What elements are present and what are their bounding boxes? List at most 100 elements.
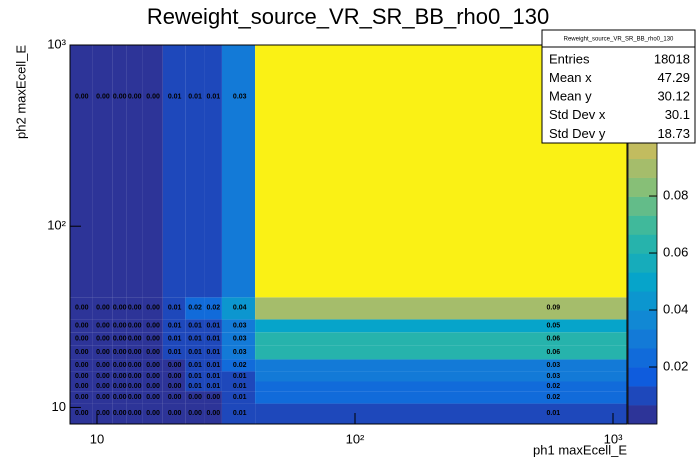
heatmap-cell	[142, 391, 163, 404]
cell-label: 0.00	[113, 349, 127, 356]
heatmap-cell	[162, 45, 186, 298]
heatmap-cell	[185, 391, 205, 404]
heatmap-cell	[185, 45, 205, 298]
heatmap-cell	[112, 371, 127, 382]
cell-label: 0.00	[128, 410, 142, 417]
heatmap-cell	[221, 371, 256, 382]
cell-label: 0.00	[168, 383, 182, 390]
heatmap-cell	[221, 319, 256, 333]
heatmap-cell	[70, 345, 93, 360]
cell-label: 0.01	[233, 383, 247, 390]
cell-label: 0.01	[233, 394, 247, 401]
heatmap-cell	[185, 319, 205, 333]
cell-label: 0.00	[113, 383, 127, 390]
heatmap-cell	[142, 45, 163, 298]
cell-label: 0.00	[75, 383, 89, 390]
cell-label: 0.01	[188, 383, 202, 390]
heatmap-cell	[142, 345, 163, 360]
cell-label: 0.00	[146, 383, 160, 390]
heatmap-cell	[162, 332, 186, 346]
cell-label: 0.00	[146, 362, 160, 369]
heatmap-cell	[221, 45, 256, 298]
cell-label: 0.00	[128, 322, 142, 329]
heatmap-cell	[204, 403, 222, 424]
heatmap-cell	[70, 359, 93, 372]
cell-label: 0.00	[207, 410, 221, 417]
stats-box	[541, 29, 696, 144]
heatmap-cell	[221, 297, 256, 320]
heatmap-cell	[70, 391, 93, 404]
cell-label: 0.00	[146, 373, 160, 380]
heatmap-cell	[126, 403, 143, 424]
cell-label: 0.06	[547, 335, 561, 342]
heatmap-cell	[221, 359, 256, 372]
x-tick-label: 10²	[346, 431, 365, 446]
heatmap-cell	[142, 319, 163, 333]
cell-label: 0.05	[547, 322, 561, 329]
cell-label: 0.00	[75, 304, 89, 311]
heatmap-cell	[126, 319, 143, 333]
z-tick-label: 0.08	[663, 187, 688, 202]
heatmap-cell	[185, 297, 205, 320]
heatmap-cell	[255, 391, 627, 404]
heatmap-cell	[204, 332, 222, 346]
stats-label: Entries	[549, 51, 590, 66]
heatmap-cell	[126, 332, 143, 346]
heatmap-cell	[204, 45, 222, 298]
heatmap-cell	[204, 345, 222, 360]
heatmap-cell	[112, 359, 127, 372]
cell-label: 0.00	[168, 410, 182, 417]
heatmap-cell	[162, 345, 186, 360]
cell-label: 0.00	[146, 394, 160, 401]
stats-value: 30.12	[657, 89, 690, 104]
heatmap-cell	[221, 381, 256, 392]
cell-label: 0.00	[96, 349, 110, 356]
stats-label: Mean x	[549, 70, 592, 85]
heatmap-cell	[185, 371, 205, 382]
cell-label: 0.02	[188, 304, 202, 311]
heatmap-cell	[142, 297, 163, 320]
cell-label: 0.02	[547, 383, 561, 390]
cell-label: 0.01	[188, 349, 202, 356]
heatmap-cell	[221, 403, 256, 424]
cell-label: 0.00	[96, 410, 110, 417]
heatmap-cell	[255, 381, 627, 392]
heatmap-cell	[92, 332, 113, 346]
cell-label: 0.01	[207, 383, 221, 390]
color-band	[628, 272, 657, 292]
z-tick-label: 0.06	[663, 244, 688, 259]
cell-label: 0.00	[128, 394, 142, 401]
heatmap-cell	[221, 332, 256, 346]
cell-label: 0.00	[75, 362, 89, 369]
cell-label: 0.00	[128, 373, 142, 380]
cell-label: 0.01	[168, 304, 182, 311]
cell-label: 0.00	[128, 349, 142, 356]
color-band	[628, 196, 657, 216]
cell-label: 0.00	[113, 93, 127, 100]
heatmap-cell	[70, 332, 93, 346]
heatmap-cell	[162, 297, 186, 320]
heatmap-cell	[92, 345, 113, 360]
x-tick-label: 10³	[604, 431, 623, 446]
color-band	[628, 234, 657, 254]
cell-label: 0.01	[168, 93, 182, 100]
heatmap-cell	[162, 371, 186, 382]
cell-label: 0.00	[96, 394, 110, 401]
plot-frame	[69, 44, 628, 425]
heatmap-cell	[204, 297, 222, 320]
cell-label: 0.00	[75, 373, 89, 380]
z-tick-label: 0.04	[663, 301, 688, 316]
cell-label: 0.01	[168, 322, 182, 329]
cell-label: 0.00	[113, 304, 127, 311]
cell-label: 0.00	[146, 410, 160, 417]
cell-label: 0.00	[75, 410, 89, 417]
cell-label: 0.00	[75, 394, 89, 401]
heatmap-cell	[126, 381, 143, 392]
cell-label: 0.03	[547, 373, 561, 380]
heatmap-cell	[112, 381, 127, 392]
heatmap-cell	[185, 359, 205, 372]
heatmap-cell	[92, 359, 113, 372]
heatmap-cell	[162, 403, 186, 424]
heatmap-cell	[92, 381, 113, 392]
